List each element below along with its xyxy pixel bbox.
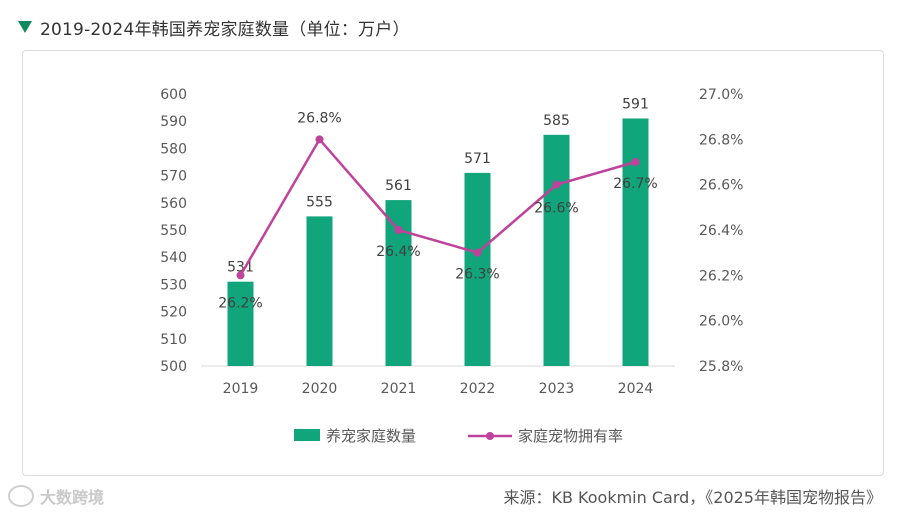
rate-point (473, 248, 482, 257)
legend-label: 家庭宠物拥有率 (518, 427, 623, 445)
rate-point (394, 226, 403, 234)
rate-line (239, 137, 636, 276)
y-right-tick-label: 25.8% (699, 359, 743, 375)
bar (543, 134, 570, 366)
y-right-tick-label: 26.2% (699, 268, 743, 284)
bar (464, 172, 491, 366)
triangle-marker-icon (18, 21, 32, 33)
chart-card: 600 590 580 570 560 550 540 530 520 510 500 27.0% 26… (22, 50, 884, 476)
bar (622, 118, 649, 366)
source-note: 来源：KB Kookmin Card，《2025年韩国宠物报告》 (503, 488, 882, 507)
y-left-tick-label: 500 (160, 359, 187, 375)
bar (227, 281, 254, 366)
y-left-tick-label: 540 (160, 250, 187, 266)
rate-point (631, 158, 640, 166)
rate-point (552, 180, 561, 189)
rate-data-label: 26.7% (613, 176, 657, 192)
y-right-tick-label: 26.8% (699, 132, 743, 148)
rate-data-label: 26.2% (218, 295, 262, 311)
chart-title-row: 2019-2024年韩国养宠家庭数量（单位：万户） (18, 14, 410, 40)
y-left-tick-label: 520 (160, 305, 187, 321)
y-right-tick-label: 26.4% (699, 223, 743, 239)
y-left-tick-label: 560 (160, 196, 187, 212)
chart-title: 2019-2024年韩国养宠家庭数量（单位：万户） (40, 19, 410, 40)
bar (306, 216, 333, 366)
rate-data-label: 26.6% (534, 201, 578, 217)
watermark-text: 大数跨境 (40, 488, 105, 507)
y-left-tick-label: 590 (160, 114, 187, 130)
y-left-tick-label: 510 (160, 332, 187, 348)
rate-point (236, 271, 245, 280)
x-tick-label: 2022 (460, 381, 496, 397)
y-right-tick-label: 26.6% (699, 178, 743, 194)
x-tick-label: 2023 (539, 381, 575, 397)
chart-svg: 600 590 580 570 560 550 540 530 520 510 500 27.0% 26… (160, 87, 743, 445)
y-right-tick-label: 27.0% (699, 87, 743, 103)
legend-line-marker (486, 432, 494, 440)
rate-data-label: 26.4% (376, 244, 420, 260)
x-tick-label: 2019 (223, 381, 259, 397)
x-tick-label: 2020 (302, 381, 338, 397)
y-left-tick-label: 580 (160, 141, 187, 157)
x-tick-label: 2024 (618, 381, 654, 397)
bar (385, 200, 412, 366)
y-right-tick-label: 26.0% (699, 314, 743, 330)
rate-point (315, 135, 324, 144)
watermark: 大数跨境 (8, 484, 104, 508)
bar-data-label: 591 (622, 96, 649, 112)
bar-data-label: 561 (385, 178, 412, 194)
y-left-tick-label: 550 (160, 223, 187, 239)
legend-bar-swatch (294, 429, 320, 441)
rate-data-label: 26.8% (297, 110, 341, 126)
bar-data-label: 555 (306, 194, 333, 210)
y-left-tick-label: 530 (160, 277, 187, 293)
x-tick-label: 2021 (381, 381, 417, 397)
y-left-tick-label: 570 (160, 169, 187, 185)
bar-data-label: 585 (543, 113, 570, 129)
y-left-tick-label: 600 (160, 87, 187, 103)
watermark-logo-icon (8, 485, 34, 507)
bar-data-label: 571 (464, 151, 491, 167)
rate-data-label: 26.3% (455, 267, 499, 283)
legend-label: 养宠家庭数量 (326, 427, 416, 445)
